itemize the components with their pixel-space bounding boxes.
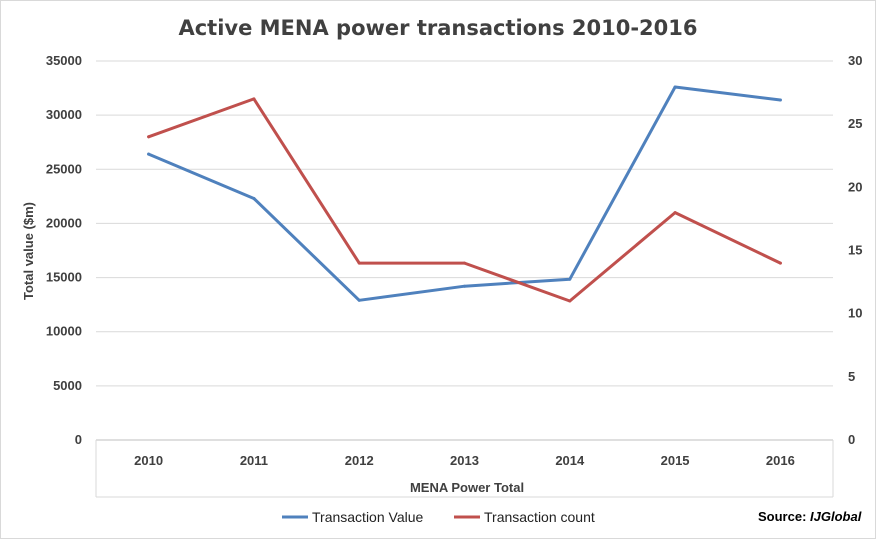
x-tick-label: 2013: [450, 453, 479, 468]
y-tick-label: 0: [75, 432, 82, 447]
data-point: [252, 97, 256, 101]
x-axis-label: MENA Power Total: [410, 480, 524, 495]
data-point: [463, 261, 466, 265]
chart-title: Active MENA power transactions 2010-2016: [178, 16, 697, 40]
y2-tick-label: 30: [848, 53, 862, 68]
x-tick-label: 2010: [134, 453, 163, 468]
x-tick-label: 2012: [345, 453, 374, 468]
x-tick-label: 2016: [766, 453, 795, 468]
source-label: Source:: [758, 509, 806, 524]
series-lines: [147, 85, 782, 303]
data-point: [357, 261, 361, 265]
legend-label: Transaction Value: [312, 509, 423, 525]
data-point: [252, 197, 256, 201]
gridlines: [96, 60, 833, 387]
y2-tick-label: 15: [848, 243, 862, 258]
y-axis-label: Total value ($m): [21, 202, 36, 300]
y-tick-label: 35000: [46, 53, 82, 68]
source-name: IJGlobal: [810, 509, 862, 524]
y2-tick-label: 0: [848, 432, 855, 447]
data-point: [778, 261, 782, 265]
legend: Transaction Value Transaction count: [282, 509, 595, 525]
y-tick-label: 15000: [46, 270, 82, 285]
data-point: [147, 135, 151, 139]
y2-tick-label: 10: [848, 306, 862, 321]
y-tick-label: 30000: [46, 107, 82, 122]
y2-tick-label: 20: [848, 179, 862, 194]
data-point: [568, 277, 572, 281]
data-point: [568, 299, 572, 303]
x-tick-label: 2014: [555, 453, 585, 468]
y-tick-label: 5000: [53, 378, 82, 393]
data-point: [673, 85, 677, 89]
data-point: [147, 152, 151, 156]
data-point: [463, 284, 466, 288]
x-tick-label: 2011: [240, 453, 268, 468]
axes: 0 5000 10000 15000 20000 25000 30000 35000 0 5 10 1…: [46, 53, 862, 498]
data-point: [778, 98, 782, 102]
x-tick-label: 2015: [661, 453, 690, 468]
source-note: Source: IJGlobal: [758, 509, 862, 524]
legend-label: Transaction count: [484, 509, 595, 525]
y2-tick-label: 5: [848, 369, 855, 384]
y2-tick-label: 25: [848, 116, 862, 131]
data-point: [357, 298, 361, 302]
data-point: [673, 211, 677, 215]
y-tick-label: 25000: [46, 161, 82, 176]
y-tick-label: 20000: [46, 215, 82, 230]
y-tick-label: 10000: [46, 324, 82, 339]
